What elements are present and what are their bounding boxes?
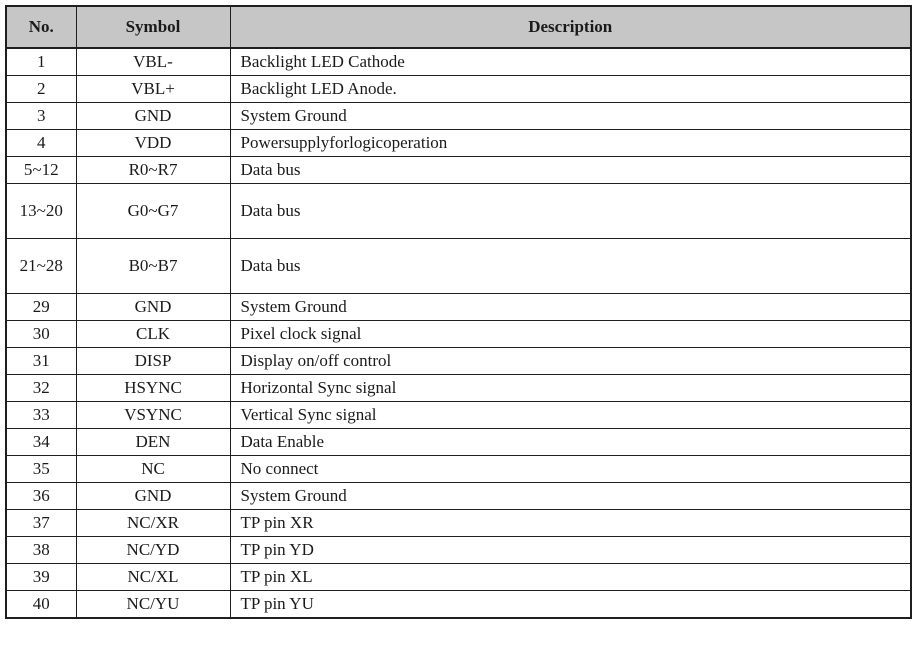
pin-description-cell: Powersupplyforlogicoperation: [229, 129, 912, 157]
pin-description-cell: Data bus: [229, 183, 912, 239]
pin-description-cell: TP pin XL: [229, 563, 912, 591]
pin-no-cell: 35: [5, 455, 77, 483]
pin-description-cell: Pixel clock signal: [229, 320, 912, 348]
pin-symbol-cell: DISP: [75, 347, 231, 375]
pin-no-cell: 30: [5, 320, 77, 348]
pin-symbol-cell: VBL+: [75, 75, 231, 103]
pin-symbol-cell: NC/YD: [75, 536, 231, 564]
pin-description-cell: System Ground: [229, 293, 912, 321]
pin-no-cell: 13~20: [5, 183, 77, 239]
pin-no-cell: 39: [5, 563, 77, 591]
pin-no-cell: 21~28: [5, 238, 77, 294]
table-row: 36 GND System Ground: [5, 482, 912, 510]
pin-description-cell: Display on/off control: [229, 347, 912, 375]
table-row: 5~12 R0~R7 Data bus: [5, 156, 912, 184]
pin-description-cell: Backlight LED Anode.: [229, 75, 912, 103]
pin-no-cell: 29: [5, 293, 77, 321]
pin-symbol-cell: NC/XL: [75, 563, 231, 591]
pin-description-cell: Vertical Sync signal: [229, 401, 912, 429]
pin-description-cell: System Ground: [229, 482, 912, 510]
table-row: 32 HSYNC Horizontal Sync signal: [5, 374, 912, 402]
pin-no-cell: 40: [5, 590, 77, 619]
pin-description-cell: TP pin YU: [229, 590, 912, 619]
pin-no-cell: 5~12: [5, 156, 77, 184]
table-row: 37 NC/XR TP pin XR: [5, 509, 912, 537]
pin-symbol-cell: R0~R7: [75, 156, 231, 184]
table-row: 40 NC/YU TP pin YU: [5, 590, 912, 619]
pin-no-cell: 4: [5, 129, 77, 157]
pin-symbol-cell: VSYNC: [75, 401, 231, 429]
pin-table-body: 1 VBL- Backlight LED Cathode 2 VBL+ Backlight…: [5, 47, 912, 619]
pin-description-cell: TP pin YD: [229, 536, 912, 564]
pin-no-cell: 32: [5, 374, 77, 402]
table-row: 29 GND System Ground: [5, 293, 912, 321]
table-row: 33 VSYNC Vertical Sync signal: [5, 401, 912, 429]
header-no: No.: [5, 5, 77, 49]
pin-no-cell: 33: [5, 401, 77, 429]
pin-no-cell: 2: [5, 75, 77, 103]
header-description: Description: [229, 5, 912, 49]
pin-no-cell: 3: [5, 102, 77, 130]
pin-symbol-cell: GND: [75, 482, 231, 510]
pin-description-cell: Horizontal Sync signal: [229, 374, 912, 402]
table-row: 13~20 G0~G7 Data bus: [5, 183, 912, 239]
table-row: 3 GND System Ground: [5, 102, 912, 130]
pin-description-cell: Backlight LED Cathode: [229, 47, 912, 76]
header-row: No. Symbol Description: [5, 5, 912, 49]
pin-no-cell: 36: [5, 482, 77, 510]
pin-description-cell: Data Enable: [229, 428, 912, 456]
pin-symbol-cell: NC: [75, 455, 231, 483]
table-row: 34 DEN Data Enable: [5, 428, 912, 456]
table-row: 38 NC/YD TP pin YD: [5, 536, 912, 564]
pin-description-cell: System Ground: [229, 102, 912, 130]
pin-description-table: No. Symbol Description 1 VBL- Backlight LE…: [5, 5, 912, 619]
table-row: 4 VDD Powersupplyforlogicoperation: [5, 129, 912, 157]
table-row: 39 NC/XL TP pin XL: [5, 563, 912, 591]
pin-description-cell: Data bus: [229, 156, 912, 184]
pin-symbol-cell: NC/YU: [75, 590, 231, 619]
pin-symbol-cell: CLK: [75, 320, 231, 348]
pin-symbol-cell: B0~B7: [75, 238, 231, 294]
pin-symbol-cell: G0~G7: [75, 183, 231, 239]
pin-no-cell: 34: [5, 428, 77, 456]
pin-no-cell: 31: [5, 347, 77, 375]
table-row: 35 NC No connect: [5, 455, 912, 483]
table-row: 30 CLK Pixel clock signal: [5, 320, 912, 348]
header-symbol: Symbol: [75, 5, 231, 49]
pin-description-cell: Data bus: [229, 238, 912, 294]
pin-description-cell: TP pin XR: [229, 509, 912, 537]
table-row: 2 VBL+ Backlight LED Anode.: [5, 75, 912, 103]
pin-symbol-cell: DEN: [75, 428, 231, 456]
pin-symbol-cell: NC/XR: [75, 509, 231, 537]
pin-symbol-cell: VBL-: [75, 47, 231, 76]
pin-description-cell: No connect: [229, 455, 912, 483]
pin-symbol-cell: GND: [75, 102, 231, 130]
table-row: 1 VBL- Backlight LED Cathode: [5, 47, 912, 76]
table-row: 21~28 B0~B7 Data bus: [5, 238, 912, 294]
pin-no-cell: 38: [5, 536, 77, 564]
pin-no-cell: 1: [5, 47, 77, 76]
pin-symbol-cell: HSYNC: [75, 374, 231, 402]
pin-symbol-cell: VDD: [75, 129, 231, 157]
pin-no-cell: 37: [5, 509, 77, 537]
table-row: 31 DISP Display on/off control: [5, 347, 912, 375]
pin-symbol-cell: GND: [75, 293, 231, 321]
